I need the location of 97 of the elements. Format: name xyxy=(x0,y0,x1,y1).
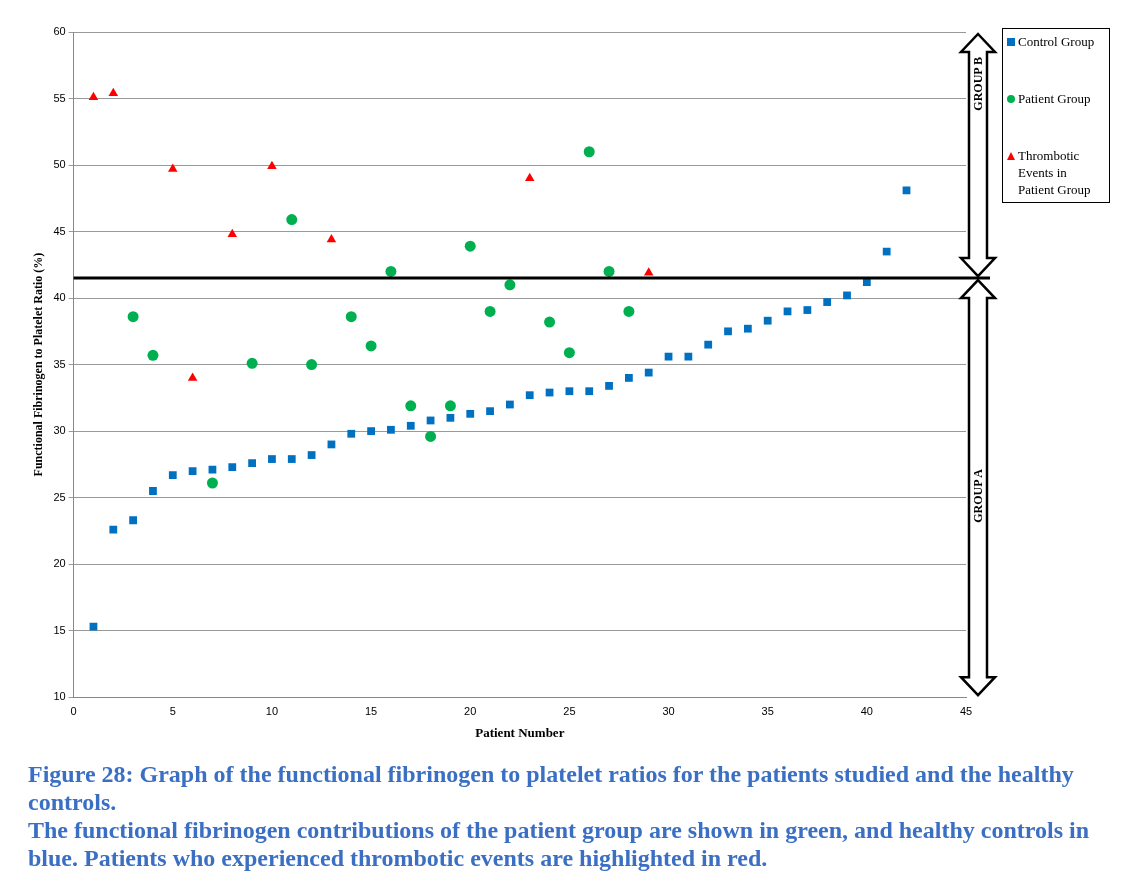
point xyxy=(345,311,357,323)
point xyxy=(466,409,475,418)
point xyxy=(882,247,891,256)
point xyxy=(603,265,615,277)
point xyxy=(484,305,496,317)
point xyxy=(565,387,574,396)
point xyxy=(168,471,177,479)
point xyxy=(504,279,516,291)
point xyxy=(444,400,456,412)
point xyxy=(446,413,455,422)
point xyxy=(206,477,218,489)
point xyxy=(248,459,256,467)
point xyxy=(228,463,237,471)
x-tick-label: 10 xyxy=(265,704,279,717)
point xyxy=(902,186,911,195)
point xyxy=(108,87,119,96)
x-tick-label: 30 xyxy=(662,704,675,717)
y-tick-label: 40 xyxy=(53,291,66,304)
x-tick-label: 45 xyxy=(959,704,973,717)
point xyxy=(643,267,654,276)
x-tick-label: 0 xyxy=(70,704,77,717)
point xyxy=(464,240,476,252)
point xyxy=(187,372,198,381)
point xyxy=(287,455,296,463)
point xyxy=(367,427,375,436)
point xyxy=(188,467,197,475)
point xyxy=(88,91,99,100)
text: The functional fibrinogen contributions of the patient group are shown in green, and healthy controls in blue. Patients who experienced thrombotic events are highlighted in red. xyxy=(28,816,1090,872)
point xyxy=(743,324,752,333)
x-tick-label: 25 xyxy=(563,704,576,717)
point xyxy=(406,421,415,430)
point xyxy=(149,487,157,495)
x-tick-label: 20 xyxy=(464,704,477,717)
point xyxy=(763,316,772,325)
y-tick-label: 25 xyxy=(53,490,66,503)
point xyxy=(684,352,693,361)
point xyxy=(823,298,832,306)
text: Figure 28: Graph of the functional fibrinogen to platelet ratios for the patients studied and the healthy controls. xyxy=(28,760,1075,816)
x-tick-label: 35 xyxy=(761,704,774,717)
point xyxy=(307,451,316,459)
y-tick-label: 20 xyxy=(53,557,66,570)
point xyxy=(127,311,139,323)
point xyxy=(563,347,575,359)
point xyxy=(783,307,792,316)
point xyxy=(286,214,298,226)
point xyxy=(385,265,397,277)
point xyxy=(425,430,437,442)
point xyxy=(644,368,653,377)
y-tick-label: 55 xyxy=(53,91,66,104)
point xyxy=(843,291,851,300)
text: GROUP A xyxy=(971,468,985,523)
point xyxy=(623,305,635,317)
y-tick-label: 60 xyxy=(53,25,66,38)
point xyxy=(268,455,276,463)
point xyxy=(246,357,258,369)
point xyxy=(326,234,337,243)
point xyxy=(227,228,238,237)
point xyxy=(506,400,514,409)
point xyxy=(347,429,356,438)
point xyxy=(585,387,594,396)
y-axis-title: Functional Fibrinogen to Platelet Ratio (%) xyxy=(31,252,46,477)
point xyxy=(605,382,613,390)
point xyxy=(625,374,633,382)
x-axis-title: Patient Number xyxy=(475,724,565,740)
x-tick-label: 15 xyxy=(364,704,378,717)
point xyxy=(208,465,217,474)
y-tick-label: 10 xyxy=(53,690,66,703)
point xyxy=(544,316,556,328)
point xyxy=(365,340,377,352)
x-tick-label: 5 xyxy=(169,704,176,717)
text: GROUP B xyxy=(971,57,985,111)
x-tick-label: 40 xyxy=(860,704,873,717)
point xyxy=(306,359,318,371)
point xyxy=(168,163,178,172)
point xyxy=(704,340,713,349)
point xyxy=(405,400,417,412)
legend-label: Thrombotic Events in Patient Group xyxy=(1018,147,1092,198)
point xyxy=(664,352,673,361)
point xyxy=(724,327,732,336)
legend-label: Control Group xyxy=(1018,33,1095,50)
point xyxy=(129,516,138,525)
point xyxy=(147,349,159,361)
point xyxy=(803,306,812,314)
y-tick-label: 50 xyxy=(53,158,66,171)
y-tick-label: 35 xyxy=(53,357,66,370)
point xyxy=(525,391,534,400)
point xyxy=(486,407,494,416)
point xyxy=(524,172,535,182)
point xyxy=(89,622,98,631)
point xyxy=(387,425,395,434)
y-tick-label: 15 xyxy=(53,623,66,636)
point xyxy=(109,525,118,534)
y-tick-label: 45 xyxy=(53,224,66,237)
legend-label: Patient Group xyxy=(1018,90,1091,107)
y-tick-label: 30 xyxy=(53,424,66,437)
point xyxy=(267,160,277,170)
point xyxy=(583,146,595,158)
